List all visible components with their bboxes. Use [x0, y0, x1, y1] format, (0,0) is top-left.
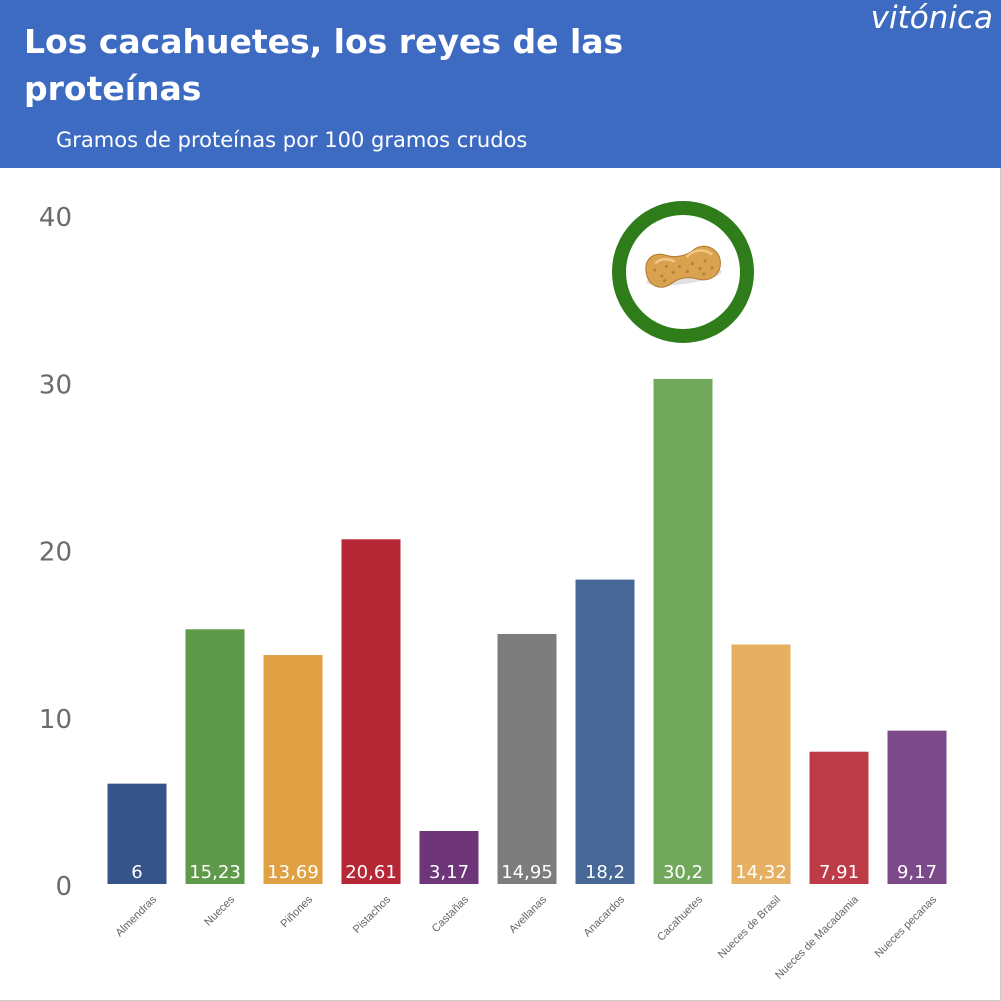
bar-value-label: 3,17 — [429, 862, 469, 883]
y-tick-label: 30 — [39, 370, 72, 400]
bar-value-label: 30,2 — [663, 862, 703, 883]
bar-value-label: 13,69 — [267, 862, 319, 883]
y-axis-ticks: 0 10 20 30 40 — [39, 203, 72, 902]
x-tick-label: Nueces pecanas — [873, 893, 940, 960]
bar-value-label: 15,23 — [189, 862, 241, 883]
bar-value-label: 7,91 — [819, 862, 859, 883]
bar — [653, 378, 713, 884]
bar — [497, 633, 557, 884]
brand-logo: vitónica — [870, 0, 993, 36]
x-tick-label: Avellanas — [507, 893, 549, 935]
bar — [263, 655, 323, 884]
bar — [575, 579, 635, 884]
bar-value-label: 14,95 — [501, 862, 553, 883]
bar — [731, 644, 791, 884]
bar-value-label: 18,2 — [585, 862, 625, 883]
bar — [185, 629, 245, 884]
bar — [341, 539, 401, 884]
bar — [887, 730, 947, 884]
bar-value-label: 14,32 — [735, 862, 787, 883]
x-tick-label: Nueces de Macadamia — [773, 893, 862, 982]
header-banner: Los cacahuetes, los reyes de las proteín… — [0, 0, 1001, 168]
bar-value-label: 20,61 — [345, 862, 397, 883]
x-tick-label: Pistachos — [351, 893, 394, 936]
bar-value-label: 9,17 — [897, 862, 937, 883]
x-tick-label: Piñones — [279, 893, 316, 930]
y-tick-label: 10 — [39, 705, 72, 735]
bar — [419, 830, 479, 884]
y-tick-label: 0 — [55, 872, 72, 902]
peanut-icon — [645, 245, 722, 288]
highlight-marker — [612, 201, 754, 343]
x-tick-label: Almendras — [113, 893, 159, 939]
bar-value-label: 6 — [131, 862, 142, 883]
chart-title: Los cacahuetes, los reyes de las proteín… — [24, 22, 624, 108]
value-labels: 6 15,23 13,69 20,61 3,17 14,95 18,2 30,2 14,32 7,… — [131, 862, 937, 883]
x-axis-labels: Almendras Nueces Piñones Pistachos Castañas A… — [113, 893, 939, 982]
bar — [809, 751, 869, 884]
x-tick-label: Nueces — [202, 893, 237, 928]
chart-subtitle: Gramos de proteínas por 100 gramos crudo… — [56, 128, 528, 152]
x-tick-label: Anacardos — [581, 893, 627, 939]
bars — [107, 378, 947, 884]
bar — [107, 783, 167, 884]
x-tick-label: Cacahuetes — [655, 893, 705, 943]
x-tick-label: Nueces de Brasil — [716, 894, 783, 961]
x-tick-label: Castañas — [430, 893, 472, 935]
y-tick-label: 40 — [39, 203, 72, 233]
y-tick-label: 20 — [39, 538, 72, 568]
